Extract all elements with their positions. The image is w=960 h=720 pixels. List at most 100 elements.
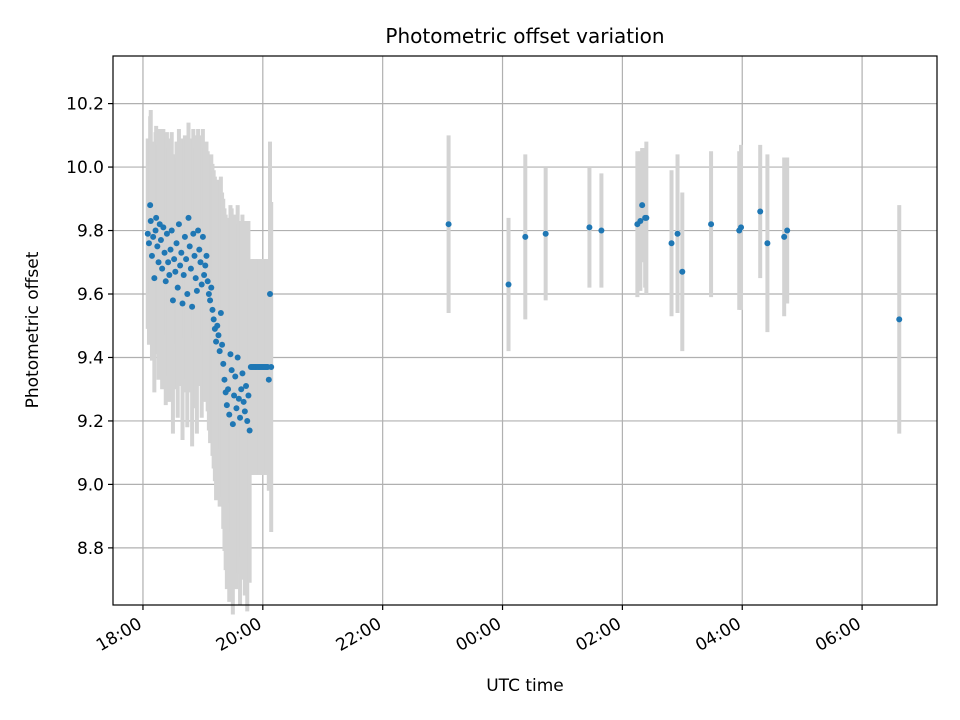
data-point [168, 227, 175, 234]
data-point [210, 316, 217, 323]
data-point [162, 278, 169, 285]
data-point [215, 332, 222, 339]
data-point [246, 427, 253, 434]
y-tick-label: 8.8 [77, 539, 104, 559]
data-point [184, 291, 191, 298]
data-point [219, 341, 226, 348]
data-point [235, 395, 242, 402]
data-point [195, 227, 202, 234]
data-point [234, 354, 241, 361]
data-point [147, 218, 154, 225]
y-tick-label: 10.2 [66, 95, 104, 115]
data-point [522, 233, 529, 240]
data-point [160, 224, 167, 231]
x-tick-label: 04:00 [692, 614, 744, 656]
data-point [155, 259, 162, 266]
data-point [781, 233, 788, 240]
data-point [637, 218, 644, 225]
data-point [268, 363, 275, 370]
y-tick-label: 9.0 [77, 475, 104, 495]
data-point [183, 256, 190, 263]
data-point [240, 398, 247, 405]
y-tick-label: 9.4 [77, 348, 104, 368]
data-point [674, 230, 681, 237]
data-point [204, 278, 211, 285]
data-point [223, 402, 230, 409]
data-point [896, 316, 903, 323]
data-point [243, 383, 250, 390]
data-point [172, 268, 179, 275]
data-point [193, 287, 200, 294]
data-point [668, 240, 675, 247]
data-point [598, 227, 605, 234]
data-point [265, 376, 272, 383]
data-point [196, 246, 203, 253]
data-point [228, 367, 235, 374]
plot-frame [112, 55, 938, 606]
data-point [166, 271, 173, 278]
data-point [189, 303, 196, 310]
data-point [784, 227, 791, 234]
x-tick-label: 20:00 [213, 614, 265, 656]
data-point [171, 256, 178, 263]
data-point [542, 230, 549, 237]
data-point [147, 202, 154, 209]
x-tick-label: 06:00 [812, 614, 864, 656]
data-point [245, 392, 252, 399]
x-axis-label: UTC time [486, 676, 564, 696]
x-tick-label: 00:00 [453, 614, 505, 656]
data-point [233, 405, 240, 412]
data-point [144, 230, 151, 237]
data-point [757, 208, 764, 215]
data-point [221, 376, 228, 383]
data-point [148, 252, 155, 259]
data-point [145, 240, 152, 247]
data-point [190, 230, 197, 237]
data-point [213, 338, 220, 345]
data-point [226, 411, 233, 418]
data-point [152, 227, 159, 234]
data-point [205, 291, 212, 298]
data-point [445, 221, 452, 228]
data-point [157, 237, 164, 244]
data-point [197, 259, 204, 266]
data-point [238, 386, 245, 393]
data-point [181, 233, 188, 240]
data-point [163, 230, 170, 237]
y-tick-label: 10.0 [66, 158, 104, 178]
data-point [214, 322, 221, 329]
data-point [679, 268, 686, 275]
data-point [237, 414, 244, 421]
y-axis-ticks: 8.8 9.0 9.2 9.4 9.6 9.8 10.0 10.2 [66, 95, 113, 559]
data-point [227, 351, 234, 358]
data-point [207, 297, 214, 304]
data-point [165, 259, 172, 266]
data-point [639, 202, 646, 209]
data-point [708, 221, 715, 228]
error-bars [145, 109, 902, 615]
x-tick-label: 02:00 [572, 614, 624, 656]
data-point [239, 370, 246, 377]
data-point [151, 275, 158, 282]
data-points [144, 202, 903, 434]
data-point [154, 243, 161, 250]
data-point [202, 262, 209, 269]
data-point [267, 291, 274, 298]
data-point [187, 265, 194, 272]
data-point [192, 275, 199, 282]
x-tick-label: 22:00 [333, 614, 385, 656]
data-point [186, 243, 193, 250]
data-point [178, 249, 185, 256]
data-point [161, 249, 168, 256]
data-point [244, 417, 251, 424]
data-point [185, 214, 192, 221]
data-point [586, 224, 593, 231]
data-point [179, 300, 186, 307]
y-axis-label: Photometric offset [23, 251, 43, 408]
data-point [173, 240, 180, 247]
data-point [216, 348, 223, 355]
data-point [217, 310, 224, 317]
data-point [229, 421, 236, 428]
data-point [208, 284, 215, 291]
